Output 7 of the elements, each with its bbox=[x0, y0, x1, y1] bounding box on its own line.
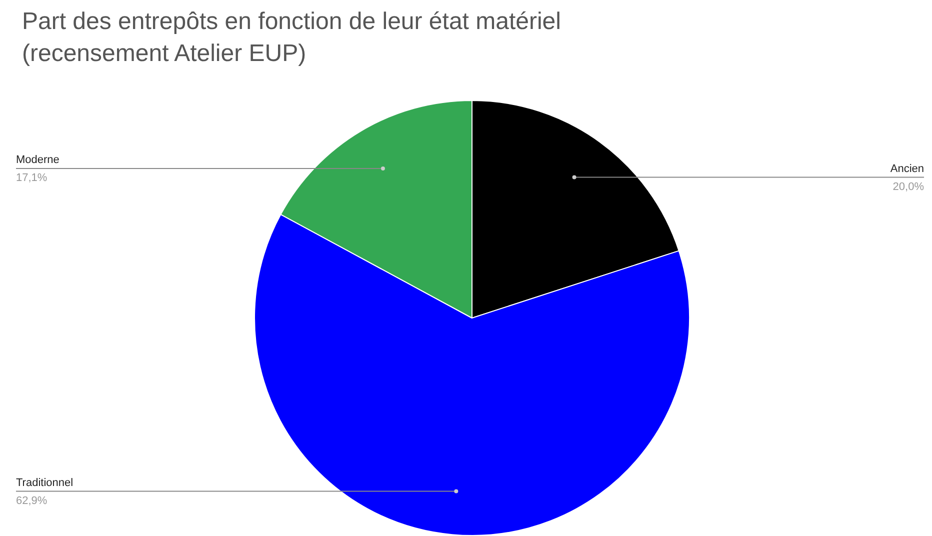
data-label: 20,0% bbox=[892, 180, 924, 193]
data-label: 17,1% bbox=[16, 172, 48, 184]
data-label: 62,9% bbox=[16, 494, 48, 507]
slice-label: Traditionnel bbox=[16, 476, 74, 489]
slice-label: Moderne bbox=[16, 154, 60, 166]
slice-label: Ancien bbox=[890, 162, 924, 175]
chart-title: Part des entrepôts en fonction de leur état matériel (recensement Atelier EUP) bbox=[22, 7, 561, 69]
